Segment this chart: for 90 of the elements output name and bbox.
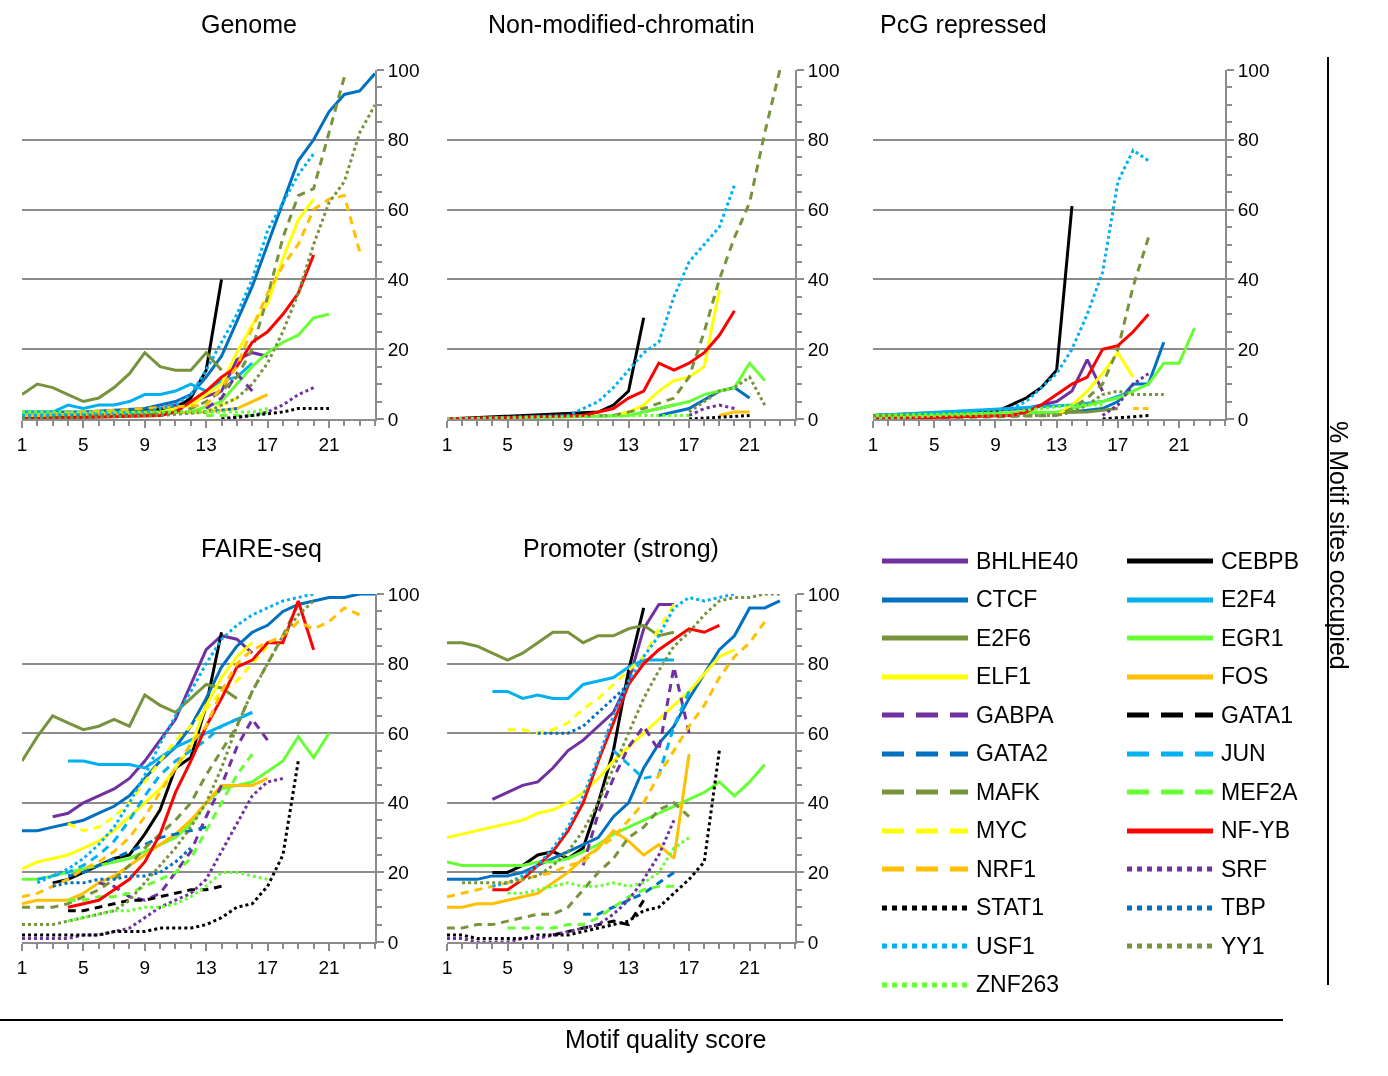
y-tick-label: 0 xyxy=(387,408,399,430)
x-tick-label: 9 xyxy=(562,956,574,978)
y-axis-title: % Motif sites occupied xyxy=(1325,421,1353,670)
y-tick-label: 20 xyxy=(387,862,409,884)
y-tick-label: 0 xyxy=(387,931,399,953)
chart-title: Promoter (strong) xyxy=(523,534,719,562)
y-tick-label: 80 xyxy=(387,129,409,151)
x-tick-label: 9 xyxy=(139,433,151,455)
x-axis-title: Motif quality score xyxy=(565,1025,767,1053)
y-tick-label: 0 xyxy=(807,931,819,953)
legend-label: CEBPB xyxy=(1221,547,1299,575)
y-tick-label: 80 xyxy=(807,653,829,675)
x-tick-label: 17 xyxy=(257,956,279,978)
x-tick-label: 17 xyxy=(1107,433,1129,455)
legend-label: TBP xyxy=(1221,894,1266,922)
y-tick-label: 20 xyxy=(387,338,409,360)
x-tick-label: 1 xyxy=(16,956,28,978)
legend-label: ZNF263 xyxy=(976,971,1060,999)
legend-label: NRF1 xyxy=(976,855,1037,883)
x-tick-label: 5 xyxy=(502,433,513,455)
chart-title: PcG repressed xyxy=(880,10,1047,38)
x-tick-label: 9 xyxy=(562,433,574,455)
x-tick-label: 1 xyxy=(867,433,879,455)
y-tick-label: 80 xyxy=(1237,129,1259,151)
legend-label: STAT1 xyxy=(976,894,1045,922)
x-tick-label: 13 xyxy=(618,433,640,455)
x-tick-label: 1 xyxy=(16,433,28,455)
legend-label: JUN xyxy=(1221,740,1266,768)
y-tick-label: 0 xyxy=(807,408,819,430)
x-tick-label: 17 xyxy=(678,956,700,978)
legend-label: E2F6 xyxy=(976,624,1031,652)
legend-label: NF-YB xyxy=(1221,817,1290,845)
y-tick-label: 40 xyxy=(807,269,829,291)
legend-label: MEF2A xyxy=(1221,778,1298,806)
y-tick-label: 40 xyxy=(387,269,409,291)
x-tick-label: 1 xyxy=(441,433,453,455)
x-tick-label: 13 xyxy=(195,956,217,978)
y-tick-label: 40 xyxy=(387,792,409,814)
y-tick-label: 100 xyxy=(387,583,420,605)
x-tick-label: 17 xyxy=(257,433,279,455)
y-tick-label: 100 xyxy=(1237,59,1270,81)
legend-label: FOS xyxy=(1221,663,1269,691)
x-tick-label: 13 xyxy=(618,956,640,978)
x-tick-label: 9 xyxy=(990,433,1001,455)
legend-label: E2F4 xyxy=(1221,586,1276,614)
y-tick-label: 20 xyxy=(807,338,829,360)
y-tick-label: 20 xyxy=(807,862,829,884)
y-tick-label: 80 xyxy=(807,129,829,151)
y-tick-label: 40 xyxy=(807,792,829,814)
legend-label: MYC xyxy=(976,817,1028,845)
x-tick-label: 5 xyxy=(928,433,940,455)
x-tick-label: 21 xyxy=(739,956,761,978)
x-tick-label: 5 xyxy=(502,956,513,978)
legend-label: GABPA xyxy=(976,701,1054,729)
legend-label: GATA2 xyxy=(976,740,1048,768)
x-tick-label: 21 xyxy=(318,956,340,978)
y-tick-label: 100 xyxy=(807,59,840,81)
x-tick-label: 21 xyxy=(739,433,761,455)
y-tick-label: 100 xyxy=(387,59,420,81)
y-tick-label: 0 xyxy=(1237,408,1249,430)
y-tick-label: 80 xyxy=(387,653,409,675)
y-tick-label: 100 xyxy=(807,583,840,605)
x-tick-label: 17 xyxy=(678,433,700,455)
chart-title: Genome xyxy=(201,10,297,38)
y-tick-label: 60 xyxy=(387,199,409,221)
x-tick-label: 1 xyxy=(441,956,453,978)
legend-label: BHLHE40 xyxy=(976,547,1079,575)
legend-label: MAFK xyxy=(976,778,1040,806)
legend-label: EGR1 xyxy=(1221,624,1284,652)
legend-label: CTCF xyxy=(976,586,1038,614)
legend-label: SRF xyxy=(1221,855,1267,883)
y-tick-label: 20 xyxy=(1237,338,1259,360)
legend-label: USF1 xyxy=(976,932,1035,960)
x-tick-label: 9 xyxy=(139,956,151,978)
x-tick-label: 5 xyxy=(78,433,89,455)
legend-label: GATA1 xyxy=(1221,701,1293,729)
legend-label: YY1 xyxy=(1221,932,1265,960)
y-tick-label: 60 xyxy=(807,199,829,221)
x-tick-label: 5 xyxy=(78,956,89,978)
legend-label: ELF1 xyxy=(976,663,1031,691)
chart-title: FAIRE-seq xyxy=(201,534,322,562)
y-tick-label: 60 xyxy=(387,722,409,744)
x-tick-label: 13 xyxy=(195,433,217,455)
y-tick-label: 40 xyxy=(1237,269,1259,291)
y-tick-label: 60 xyxy=(807,722,829,744)
x-tick-label: 21 xyxy=(1168,433,1190,455)
x-tick-label: 21 xyxy=(318,433,340,455)
chart-title: Non-modified-chromatin xyxy=(488,10,755,38)
y-tick-label: 60 xyxy=(1237,199,1259,221)
x-tick-label: 13 xyxy=(1046,433,1068,455)
